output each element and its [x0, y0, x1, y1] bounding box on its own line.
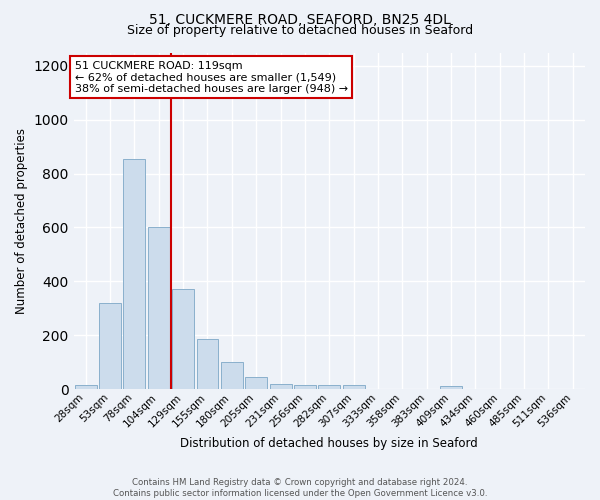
Text: Contains HM Land Registry data © Crown copyright and database right 2024.
Contai: Contains HM Land Registry data © Crown c…	[113, 478, 487, 498]
Bar	[221, 362, 243, 389]
Bar	[319, 385, 340, 389]
Bar	[124, 159, 145, 389]
X-axis label: Distribution of detached houses by size in Seaford: Distribution of detached houses by size …	[181, 437, 478, 450]
Bar	[294, 385, 316, 389]
Bar	[440, 386, 462, 389]
Y-axis label: Number of detached properties: Number of detached properties	[15, 128, 28, 314]
Bar	[245, 377, 267, 389]
Bar	[148, 228, 170, 389]
Text: 51, CUCKMERE ROAD, SEAFORD, BN25 4DL: 51, CUCKMERE ROAD, SEAFORD, BN25 4DL	[149, 12, 451, 26]
Text: Size of property relative to detached houses in Seaford: Size of property relative to detached ho…	[127, 24, 473, 37]
Bar	[269, 384, 292, 389]
Bar	[343, 385, 365, 389]
Bar	[197, 339, 218, 389]
Bar	[172, 290, 194, 389]
Bar	[75, 385, 97, 389]
Text: 51 CUCKMERE ROAD: 119sqm
← 62% of detached houses are smaller (1,549)
38% of sem: 51 CUCKMERE ROAD: 119sqm ← 62% of detach…	[75, 60, 348, 94]
Bar	[99, 303, 121, 389]
